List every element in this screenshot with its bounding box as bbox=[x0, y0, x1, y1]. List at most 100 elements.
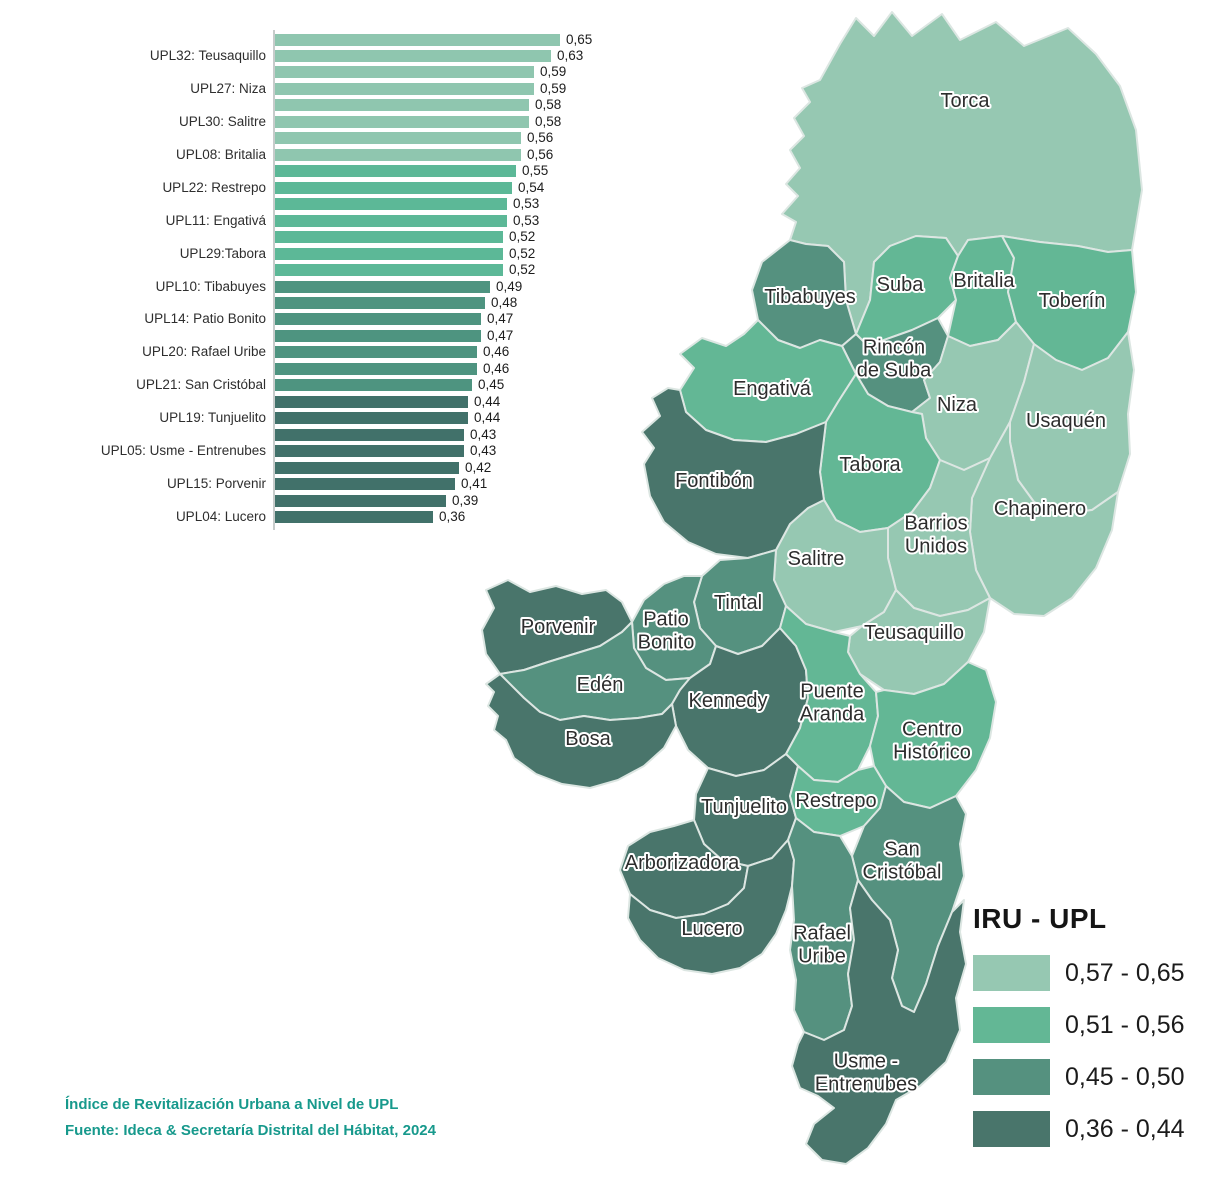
bar bbox=[275, 362, 477, 375]
map-region-centro-historico bbox=[869, 661, 997, 809]
bar-category-label: UPL32: Teusaquillo bbox=[149, 47, 266, 63]
bar-category-label: UPL21: San Cristóbal bbox=[136, 377, 266, 393]
map-region-label-salitre: Salitre bbox=[788, 548, 845, 570]
bar-category-label: UPL30: Salitre bbox=[178, 113, 266, 129]
map-region-label-usaquen: Usaquén bbox=[1026, 410, 1106, 432]
bar-value-label: 0,49 bbox=[496, 278, 523, 294]
bar-value-label: 0,53 bbox=[513, 212, 540, 228]
legend-swatch bbox=[973, 1007, 1050, 1043]
legend-range-label: 0,36 - 0,44 bbox=[1065, 1114, 1185, 1143]
map-region-label-chapinero: Chapinero bbox=[994, 498, 1086, 520]
map-region-label-kennedy: Kennedy bbox=[689, 690, 768, 712]
iru-bar-chart: 0,65 0,63 UPL32: Teusaquillo 0,59 0,59 UPL27:… bbox=[0, 0, 620, 560]
map-region-label-porvenir: Porvenir bbox=[521, 616, 596, 638]
bar-value-label: 0,44 bbox=[474, 393, 501, 409]
bar bbox=[275, 445, 464, 458]
footer-title: Índice de Revitalización Urbana a Nivel … bbox=[65, 1096, 399, 1113]
legend-range-label: 0,45 - 0,50 bbox=[1065, 1062, 1185, 1091]
map-region-label-niza: Niza bbox=[937, 394, 978, 416]
bar bbox=[275, 66, 534, 79]
bar-value-label: 0,52 bbox=[509, 229, 536, 245]
legend-item: 0,36 - 0,44 bbox=[973, 1111, 1210, 1147]
map-region-label-tabora: Tabora bbox=[839, 454, 901, 476]
map-region-label-suba: Suba bbox=[877, 274, 925, 296]
bar bbox=[275, 412, 468, 425]
bar-value-label: 0,53 bbox=[513, 196, 540, 212]
legend-item: 0,45 - 0,50 bbox=[973, 1059, 1210, 1095]
bar bbox=[275, 115, 529, 128]
map-region-label-fontibon: Fontibón bbox=[675, 470, 753, 492]
bar bbox=[275, 346, 477, 359]
legend-item: 0,57 - 0,65 bbox=[973, 955, 1210, 991]
map-region-label-bosa: Bosa bbox=[565, 728, 611, 750]
bar-category-label: UPL20: Rafael Uribe bbox=[142, 344, 266, 360]
bar bbox=[275, 297, 485, 310]
bar bbox=[275, 511, 433, 524]
legend-range-label: 0,51 - 0,56 bbox=[1065, 1010, 1185, 1039]
bar-chart-axis-line bbox=[273, 30, 275, 530]
bar-category-label: UPL27: Niza bbox=[190, 80, 266, 96]
legend-swatch bbox=[973, 1111, 1050, 1147]
bar bbox=[275, 494, 446, 507]
bar-category-label: UPL19: Tunjuelito bbox=[159, 410, 266, 426]
bar-value-label: 0,41 bbox=[461, 476, 488, 492]
bar bbox=[275, 461, 459, 474]
bar bbox=[275, 428, 464, 441]
bar-value-label: 0,52 bbox=[509, 262, 536, 278]
bar-category-label: UPL10: Tibabuyes bbox=[155, 278, 266, 294]
bar bbox=[275, 33, 560, 46]
bar-value-label: 0,63 bbox=[557, 47, 584, 63]
bar-value-label: 0,54 bbox=[518, 179, 545, 195]
map-region-label-tintal: Tintal bbox=[714, 592, 762, 614]
bar-value-label: 0,59 bbox=[540, 80, 567, 96]
bar bbox=[275, 264, 503, 277]
map-region-label-teusaquillo: Teusaquillo bbox=[864, 622, 964, 644]
map-region-label-lucero: Lucero bbox=[681, 918, 742, 940]
bar-value-label: 0,36 bbox=[439, 509, 466, 525]
bar bbox=[275, 280, 490, 293]
bar bbox=[275, 329, 481, 342]
map-region-label-tibabuyes: Tibabuyes bbox=[764, 286, 856, 308]
bar-value-label: 0,56 bbox=[527, 146, 554, 162]
bar bbox=[275, 82, 534, 95]
map-region-label-usme-entrenubes: Usme -Entrenubes bbox=[815, 1051, 917, 1096]
bar-value-label: 0,46 bbox=[483, 360, 510, 376]
map-region-label-toberin: Toberín bbox=[1039, 290, 1106, 312]
map-region-label-puente-aranda: Puente Aranda bbox=[800, 681, 865, 726]
bar-value-label: 0,43 bbox=[470, 426, 497, 442]
footer-source: Fuente: Ideca & Secretaría Distrital del… bbox=[65, 1122, 436, 1139]
map-region-label-arborizadora: Arborizadora bbox=[625, 852, 740, 874]
map-region-label-torca: Torca bbox=[941, 90, 991, 112]
legend-range-label: 0,57 - 0,65 bbox=[1065, 958, 1185, 987]
bar-value-label: 0,46 bbox=[483, 344, 510, 360]
bar-category-label: UPL15: Porvenir bbox=[166, 476, 266, 492]
map-region-label-eden: Edén bbox=[577, 674, 624, 696]
map-region-label-centro-historico: Centro Histórico bbox=[893, 719, 971, 764]
bar bbox=[275, 181, 512, 194]
bar bbox=[275, 49, 551, 62]
map-region-label-san-cristobal: San Cristóbal bbox=[863, 839, 942, 884]
bar-value-label: 0,52 bbox=[509, 245, 536, 261]
bar-category-label: UPL11: Engativá bbox=[165, 212, 266, 228]
bar-value-label: 0,47 bbox=[487, 311, 514, 327]
bar-value-label: 0,47 bbox=[487, 327, 514, 343]
bar-category-label: UPL14: Patio Bonito bbox=[144, 311, 266, 327]
map-region-label-britalia: Britalia bbox=[953, 270, 1015, 292]
map-region-usme-entrenubes bbox=[791, 879, 967, 1165]
bar-value-label: 0,42 bbox=[465, 459, 492, 475]
bar bbox=[275, 148, 521, 161]
bar-value-label: 0,55 bbox=[522, 163, 549, 179]
bar-category-label: UPL08: Britalia bbox=[175, 146, 266, 162]
bar-value-label: 0,58 bbox=[535, 97, 562, 113]
bar bbox=[275, 379, 472, 392]
legend-title: IRU - UPL bbox=[973, 903, 1107, 934]
bar bbox=[275, 165, 516, 178]
bar bbox=[275, 132, 521, 145]
bar-value-label: 0,58 bbox=[535, 113, 562, 129]
bar-value-label: 0,43 bbox=[470, 443, 497, 459]
map-region-label-rincon-de-suba: Rincón de Suba bbox=[857, 337, 932, 382]
bar bbox=[275, 214, 507, 227]
map-region-label-tunjuelito: Tunjuelito bbox=[701, 796, 787, 818]
bar bbox=[275, 99, 529, 112]
